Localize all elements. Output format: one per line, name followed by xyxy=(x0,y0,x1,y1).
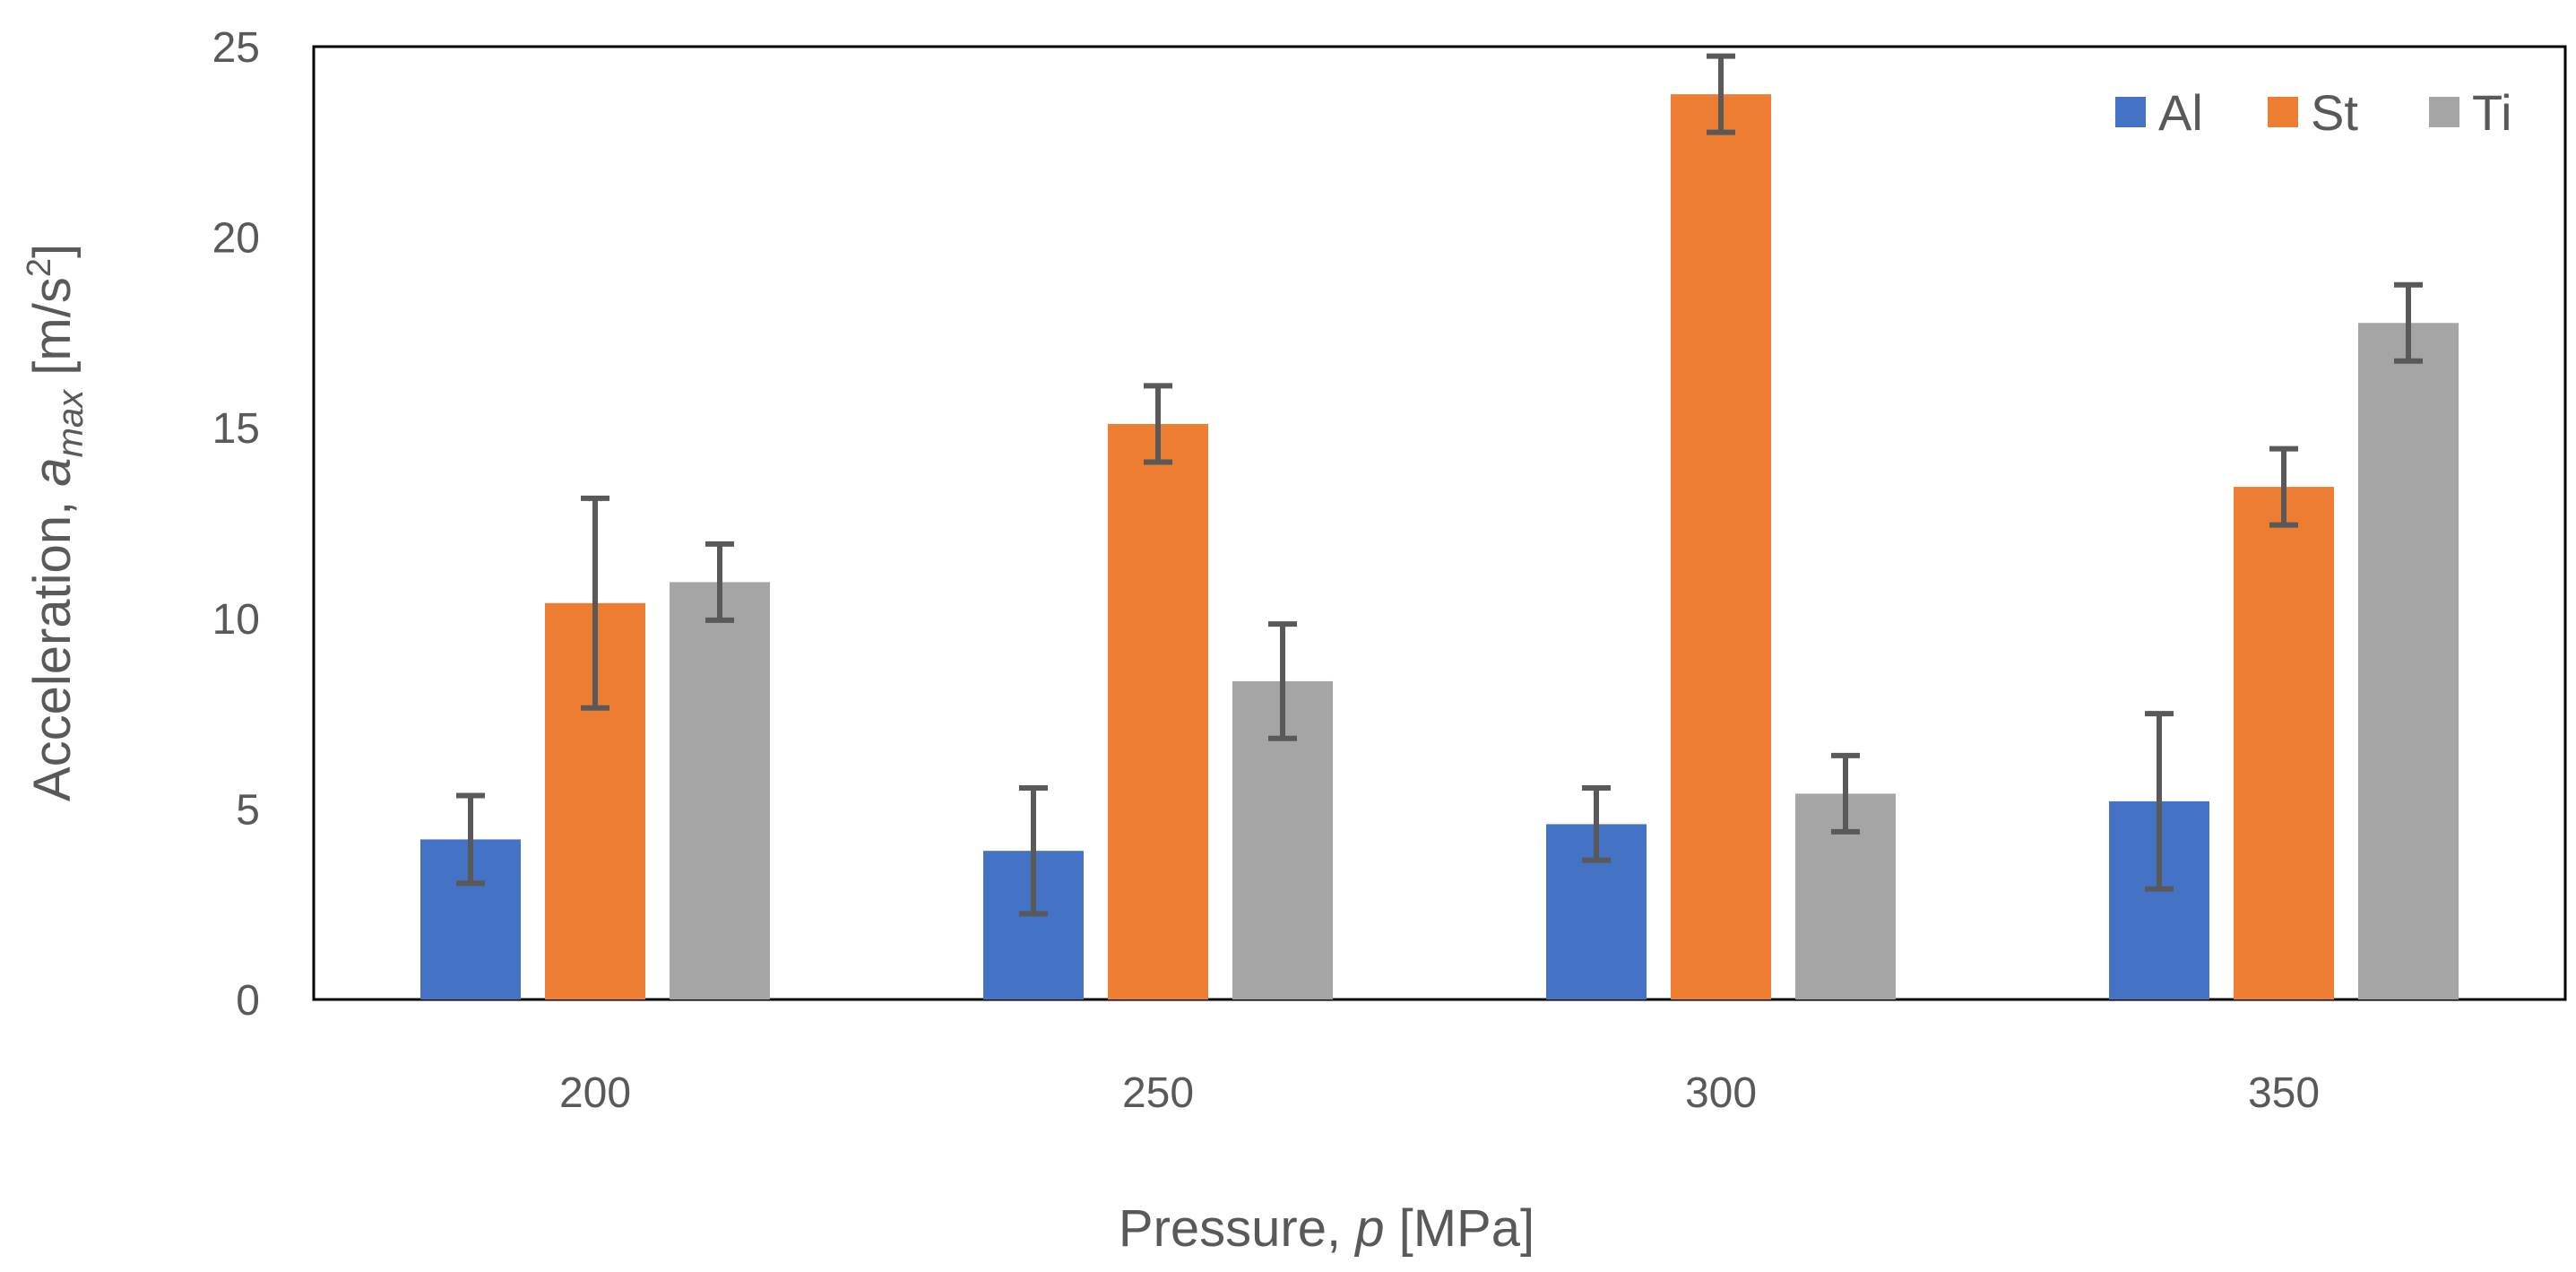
legend-swatch-al xyxy=(2115,97,2146,127)
y-tick-label: 25 xyxy=(212,24,260,72)
legend: Al St Ti xyxy=(2115,84,2512,141)
bar-ti-350 xyxy=(2358,323,2459,999)
legend-label-st: St xyxy=(2311,84,2358,141)
y-tick-labels: 0 5 10 15 20 25 xyxy=(212,24,260,1025)
y-tick-label: 0 xyxy=(236,977,260,1025)
x-axis-title: Pressure, p [MPa] xyxy=(1119,1199,1534,1258)
error-bar-ti-300 xyxy=(1831,752,1860,835)
y-axis-title-prefix: Acceleration, xyxy=(23,487,82,801)
legend-label-al: Al xyxy=(2158,84,2203,141)
legend-label-ti: Ti xyxy=(2472,84,2512,141)
error-bar-st-300 xyxy=(1707,53,1735,135)
error-bar-st-350 xyxy=(2269,446,2298,528)
legend-swatch-st xyxy=(2268,97,2298,127)
bar-ti-200 xyxy=(670,582,770,999)
x-axis-title-variable: p xyxy=(1353,1199,1384,1258)
error-bar-ti-350 xyxy=(2394,281,2423,364)
x-tick-label: 250 xyxy=(1122,1069,1194,1117)
y-tick-label: 5 xyxy=(236,786,260,834)
bar-st-300 xyxy=(1671,94,1771,999)
error-bar-al-350 xyxy=(2145,711,2174,892)
error-bar-ti-250 xyxy=(1268,621,1297,741)
plot-area-border xyxy=(312,45,2567,1001)
error-bars-layer xyxy=(456,53,2423,917)
legend-swatch-ti xyxy=(2429,97,2459,127)
error-bar-ti-200 xyxy=(705,541,734,623)
bars-layer xyxy=(420,94,2459,999)
y-axis-title-unit-close: ] xyxy=(23,244,82,258)
error-bar-al-300 xyxy=(1582,785,1611,863)
y-tick-label: 10 xyxy=(212,596,260,644)
y-axis-title-unit-open: [m/s xyxy=(23,277,82,390)
x-tick-label: 350 xyxy=(2248,1069,2320,1117)
x-tick-label: 300 xyxy=(1685,1069,1757,1117)
y-axis-title-subscript: max xyxy=(51,388,91,458)
bar-st-250 xyxy=(1108,423,1208,999)
bar-st-350 xyxy=(2234,487,2334,999)
error-bar-al-250 xyxy=(1019,785,1048,917)
y-tick-label: 15 xyxy=(212,405,260,453)
y-tick-label: 20 xyxy=(212,215,260,263)
y-axis-title-variable: a xyxy=(23,457,82,486)
y-axis-title: Acceleration, amax [m/s2] xyxy=(21,244,91,801)
error-bar-st-200 xyxy=(581,495,609,711)
x-axis-title-unit: [MPa] xyxy=(1384,1199,1534,1258)
x-axis-title-prefix: Pressure, xyxy=(1119,1199,1355,1258)
error-bar-st-250 xyxy=(1144,383,1172,465)
x-tick-label: 200 xyxy=(559,1069,631,1117)
error-bar-al-200 xyxy=(456,792,485,887)
x-tick-labels: 200 250 300 350 xyxy=(559,1069,2320,1117)
y-axis-title-unit-superscript: 2 xyxy=(21,258,58,277)
